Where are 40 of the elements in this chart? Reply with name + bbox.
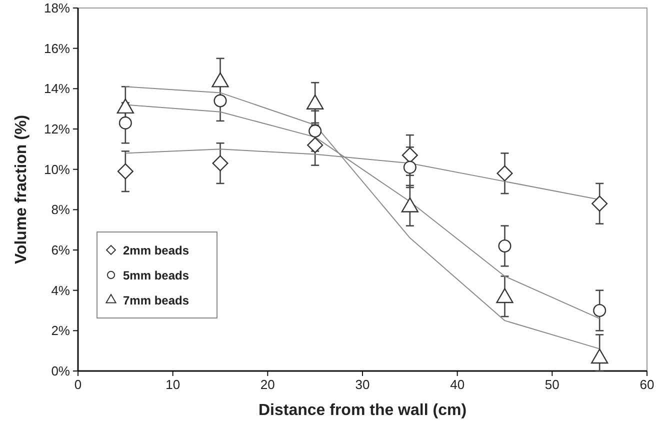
point bbox=[307, 137, 324, 154]
point bbox=[403, 160, 416, 174]
legend-label: 2mm beads bbox=[123, 244, 190, 258]
y-tick-label: 0% bbox=[51, 364, 70, 378]
point bbox=[496, 165, 513, 182]
point bbox=[116, 98, 134, 114]
y-tick-label: 16% bbox=[44, 40, 70, 56]
point bbox=[592, 196, 608, 212]
x-tick-label: 10 bbox=[166, 377, 180, 392]
point bbox=[212, 72, 229, 88]
y-tick-label: 8% bbox=[51, 202, 70, 218]
x-tick-label: 30 bbox=[355, 377, 370, 392]
x-axis-title: Distance from the wall (cm) bbox=[258, 402, 467, 419]
point bbox=[402, 147, 418, 164]
x-tick-label: 20 bbox=[260, 377, 275, 392]
point bbox=[306, 94, 324, 110]
point bbox=[117, 163, 134, 180]
legend-label: 5mm beads bbox=[123, 268, 190, 282]
point bbox=[118, 116, 132, 130]
y-tick-label: 12% bbox=[44, 122, 70, 136]
point bbox=[593, 304, 606, 318]
y-tick-label: 2% bbox=[51, 323, 70, 338]
point bbox=[212, 155, 228, 172]
point bbox=[308, 124, 322, 138]
y-tick-label: 14% bbox=[44, 81, 70, 96]
x-tick-label: 40 bbox=[450, 377, 465, 392]
legend-label: 7mm beads bbox=[123, 294, 190, 308]
x-tick-label: 50 bbox=[544, 377, 560, 392]
point bbox=[498, 239, 512, 252]
y-tick-label: 6% bbox=[51, 242, 70, 258]
x-tick-label: 0 bbox=[74, 377, 82, 392]
y-tick-label: 10% bbox=[44, 162, 70, 177]
x-tick-label: 60 bbox=[640, 377, 654, 392]
y-axis-title: Volume fraction (%) bbox=[13, 114, 30, 264]
point bbox=[496, 288, 514, 304]
y-tick-label: 18% bbox=[44, 0, 70, 16]
point bbox=[591, 348, 608, 364]
y-tick-label: 4% bbox=[51, 282, 70, 298]
point bbox=[401, 197, 418, 212]
point bbox=[214, 94, 227, 108]
